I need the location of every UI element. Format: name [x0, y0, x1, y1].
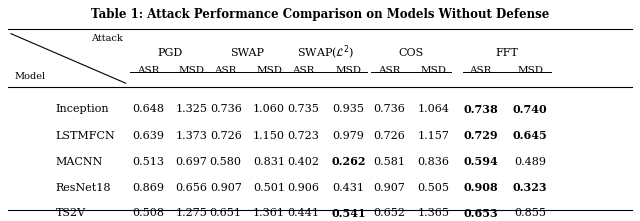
Text: 0.581: 0.581	[373, 157, 405, 167]
Text: 0.726: 0.726	[373, 131, 404, 141]
Text: 0.508: 0.508	[132, 208, 164, 218]
Text: 0.652: 0.652	[373, 208, 405, 218]
Text: 0.907: 0.907	[373, 183, 404, 193]
Text: PGD: PGD	[157, 48, 182, 58]
Text: 0.402: 0.402	[287, 157, 319, 167]
Text: Table 1: Attack Performance Comparison on Models Without Defense: Table 1: Attack Performance Comparison o…	[91, 8, 549, 21]
Text: 0.639: 0.639	[132, 131, 164, 141]
Text: 1.157: 1.157	[417, 131, 449, 141]
Text: ASR: ASR	[469, 66, 492, 75]
Text: 1.060: 1.060	[253, 104, 285, 114]
Text: 0.736: 0.736	[373, 104, 404, 114]
Text: 0.505: 0.505	[417, 183, 449, 193]
Text: 0.541: 0.541	[332, 208, 366, 219]
Text: 1.361: 1.361	[253, 208, 285, 218]
Text: ResNet18: ResNet18	[56, 183, 111, 193]
Text: 0.697: 0.697	[175, 157, 207, 167]
Text: 0.726: 0.726	[210, 131, 242, 141]
Text: 0.906: 0.906	[287, 183, 319, 193]
Text: 0.489: 0.489	[515, 157, 547, 167]
Text: MACNN: MACNN	[56, 157, 103, 167]
Text: 0.738: 0.738	[463, 103, 498, 114]
Text: 0.594: 0.594	[463, 156, 498, 167]
Text: ASR: ASR	[137, 66, 159, 75]
Text: 0.323: 0.323	[513, 182, 548, 193]
Text: 0.653: 0.653	[463, 208, 498, 219]
Text: 0.651: 0.651	[210, 208, 242, 218]
Text: 0.908: 0.908	[463, 182, 498, 193]
Text: 0.729: 0.729	[463, 130, 498, 141]
Text: 1.365: 1.365	[417, 208, 449, 218]
Text: COS: COS	[399, 48, 424, 58]
Text: FFT: FFT	[495, 48, 518, 58]
Text: 0.656: 0.656	[175, 183, 207, 193]
Text: 1.373: 1.373	[175, 131, 207, 141]
Text: SWAP($\mathcal{L}^2$): SWAP($\mathcal{L}^2$)	[297, 44, 354, 62]
Text: 0.907: 0.907	[210, 183, 242, 193]
Text: 0.648: 0.648	[132, 104, 164, 114]
Text: 1.275: 1.275	[175, 208, 207, 218]
Text: 0.723: 0.723	[287, 131, 319, 141]
Text: LSTMFCN: LSTMFCN	[56, 131, 115, 141]
Text: 0.262: 0.262	[332, 156, 366, 167]
Text: Model: Model	[14, 72, 45, 81]
Text: SWAP: SWAP	[230, 48, 264, 58]
Text: 1.064: 1.064	[417, 104, 449, 114]
Text: 0.513: 0.513	[132, 157, 164, 167]
Text: 1.150: 1.150	[253, 131, 285, 141]
Text: 0.735: 0.735	[287, 104, 319, 114]
Text: MSD: MSD	[335, 66, 362, 75]
Text: 0.831: 0.831	[253, 157, 285, 167]
Text: ASR: ASR	[378, 66, 400, 75]
Text: MSD: MSD	[420, 66, 447, 75]
Text: 0.431: 0.431	[333, 183, 365, 193]
Text: 1.325: 1.325	[175, 104, 207, 114]
Text: 0.836: 0.836	[417, 157, 449, 167]
Text: MSD: MSD	[256, 66, 282, 75]
Text: 0.736: 0.736	[210, 104, 242, 114]
Text: TS2V: TS2V	[56, 208, 86, 218]
Text: MSD: MSD	[517, 66, 543, 75]
Text: 0.501: 0.501	[253, 183, 285, 193]
Text: 0.645: 0.645	[513, 130, 548, 141]
Text: Inception: Inception	[56, 104, 109, 114]
Text: 0.869: 0.869	[132, 183, 164, 193]
Text: ASR: ASR	[292, 66, 315, 75]
Text: Attack: Attack	[91, 34, 122, 43]
Text: ASR: ASR	[214, 66, 237, 75]
Text: 0.855: 0.855	[515, 208, 547, 218]
Text: 0.935: 0.935	[333, 104, 365, 114]
Text: 0.740: 0.740	[513, 103, 548, 114]
Text: 0.580: 0.580	[210, 157, 242, 167]
Text: 0.979: 0.979	[333, 131, 365, 141]
Text: 0.441: 0.441	[287, 208, 319, 218]
Text: MSD: MSD	[179, 66, 204, 75]
